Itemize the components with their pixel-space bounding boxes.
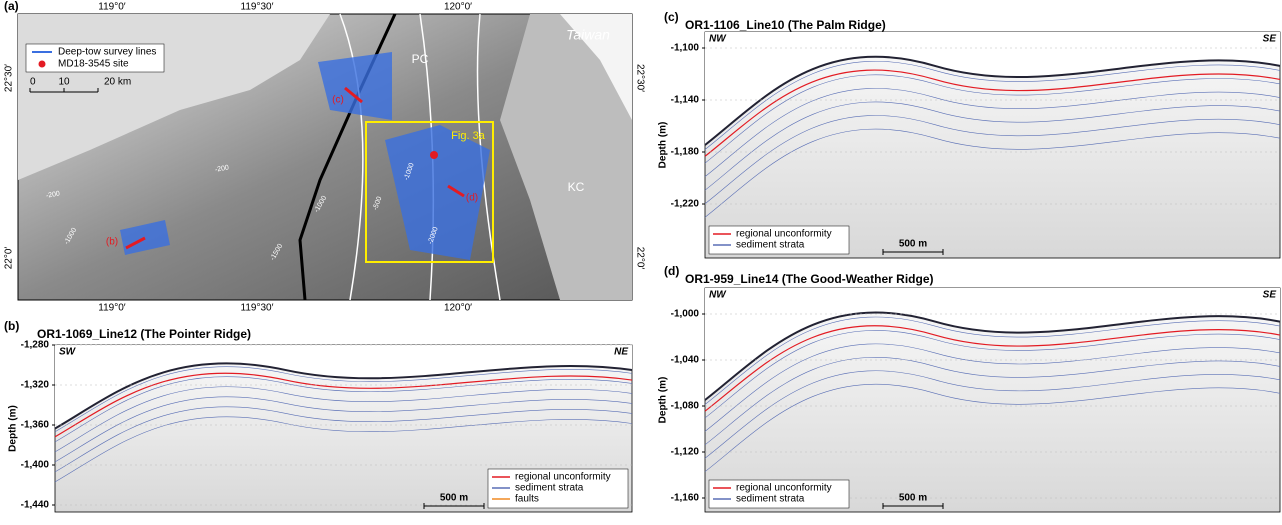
legend-label: MD18-3545 site — [58, 59, 129, 70]
dir-label: SW — [59, 347, 77, 358]
dir-label: NE — [614, 347, 628, 358]
legend-box — [708, 225, 850, 255]
scale-label: 0 — [30, 77, 36, 88]
scale-label: 500 m — [440, 493, 468, 504]
y-tick-label: -1,280 — [21, 340, 50, 351]
strata — [704, 330, 1281, 419]
contour-label: -200 — [214, 164, 229, 173]
site-label: (b) — [106, 237, 118, 248]
y-tick-label: -1,120 — [671, 447, 700, 458]
strata — [54, 396, 633, 463]
strata — [704, 115, 1281, 204]
lon-label: 119°30′ — [241, 303, 274, 314]
y-tick-label: -1,100 — [671, 43, 700, 54]
strata — [704, 101, 1281, 191]
contour-label: -500 — [372, 196, 383, 212]
lon-label: 119°0′ — [98, 2, 126, 13]
y-tick-label: -1,080 — [671, 401, 700, 412]
unconformity — [704, 69, 1281, 157]
strata — [54, 366, 633, 433]
scale-label: 20 km — [104, 77, 131, 88]
strata — [704, 128, 1281, 218]
legend-box — [708, 479, 850, 509]
profile-title: OR1-1106_Line10 (The Palm Ridge) — [685, 18, 886, 32]
y-tick-label: -1,040 — [671, 355, 700, 366]
y-tick-label: -1,140 — [671, 95, 700, 106]
lon-label: 119°30′ — [241, 2, 274, 13]
y-tick-label: -1,000 — [671, 309, 700, 320]
water-column — [705, 288, 1280, 400]
profile-title: OR1-1069_Line12 (The Pointer Ridge) — [37, 327, 251, 341]
scale-bar — [423, 503, 485, 509]
site-label: (d) — [466, 193, 478, 204]
map — [17, 13, 633, 301]
strata — [704, 74, 1281, 164]
dir-label: SE — [1263, 34, 1277, 45]
legend-label: regional unconformity — [515, 472, 611, 483]
y-tick-label: -1,360 — [21, 420, 50, 431]
legend-box — [487, 468, 629, 509]
lat-label: 22°0′ — [4, 247, 15, 270]
legend-label: regional unconformity — [736, 229, 832, 240]
lon-label: 120°0′ — [444, 2, 472, 13]
strata — [704, 357, 1281, 446]
strata — [704, 343, 1281, 432]
water-column — [55, 345, 632, 429]
dir-label: SE — [1263, 290, 1277, 301]
legend-label: Deep-tow survey lines — [58, 47, 156, 58]
strata — [704, 88, 1281, 177]
lat-label: 22°30′ — [4, 64, 15, 92]
y-axis-label: Depth (m) — [658, 122, 669, 169]
panel-label: (a) — [4, 0, 19, 13]
strata — [54, 406, 633, 473]
place-label: Taiwan — [566, 27, 610, 43]
unconformity — [54, 372, 633, 438]
legend-label: sediment strata — [515, 483, 584, 494]
scale-bar — [882, 249, 944, 255]
seafloor — [54, 362, 633, 430]
strata — [704, 316, 1281, 405]
y-axis-label: Depth (m) — [8, 405, 19, 452]
dir-label: NW — [709, 34, 727, 45]
profile-title: OR1-959_Line14 (The Good-Weather Ridge) — [685, 272, 934, 286]
panel-label: (b) — [4, 319, 19, 333]
unconformity — [704, 325, 1281, 412]
lat-label: 22°0′ — [634, 247, 645, 270]
strata — [704, 370, 1281, 459]
legend-label: sediment strata — [736, 240, 805, 251]
seafloor — [704, 55, 1281, 146]
strata — [704, 383, 1281, 472]
contour-label: -200 — [45, 190, 60, 199]
y-axis-label: Depth (m) — [658, 377, 669, 424]
y-tick-label: -1,440 — [21, 500, 50, 511]
y-tick-label: -1,320 — [21, 380, 50, 391]
panel-label: (c) — [664, 10, 679, 24]
water-column — [705, 32, 1280, 145]
place-label: Fig. 3a — [451, 130, 486, 142]
site-label: (c) — [332, 95, 344, 106]
scale-label: 500 m — [899, 493, 927, 504]
lat-label: 22°30′ — [634, 64, 645, 92]
scale-label: 10 — [58, 77, 70, 88]
place-label: PC — [412, 52, 429, 66]
strata — [54, 376, 633, 443]
strata — [54, 416, 633, 483]
scale-label: 500 m — [899, 239, 927, 250]
y-tick-label: -1,400 — [21, 460, 50, 471]
dir-label: NW — [709, 290, 727, 301]
y-tick-label: -1,160 — [671, 493, 700, 504]
y-tick-label: -1,180 — [671, 147, 700, 158]
legend-label: sediment strata — [736, 494, 805, 505]
y-tick-label: -1,220 — [671, 199, 700, 210]
panel-label: (d) — [664, 264, 679, 278]
lon-label: 120°0′ — [444, 303, 472, 314]
legend-label: regional unconformity — [736, 483, 832, 494]
lon-label: 119°0′ — [98, 303, 126, 314]
scale-bar — [882, 503, 944, 509]
place-label: KC — [568, 180, 585, 194]
seafloor — [704, 311, 1281, 401]
legend-label: faults — [515, 494, 539, 505]
strata — [54, 386, 633, 453]
